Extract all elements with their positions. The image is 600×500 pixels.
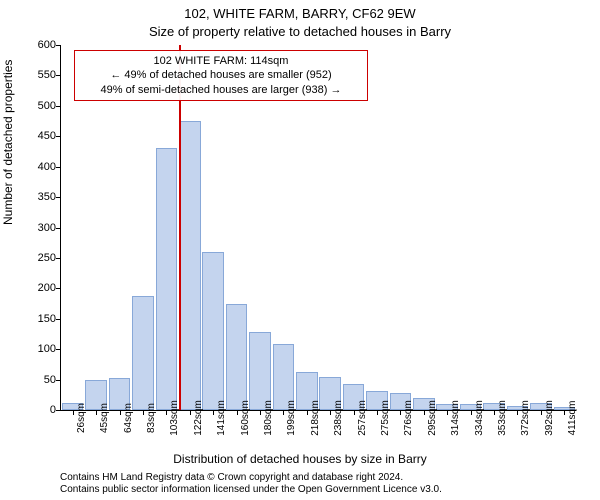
x-tick-mark xyxy=(73,410,74,415)
x-tick-label: 295sqm xyxy=(427,400,438,436)
x-tick-label: 26sqm xyxy=(76,403,87,433)
x-tick-mark xyxy=(564,410,565,415)
x-tick-label: 160sqm xyxy=(240,400,251,436)
x-tick-mark xyxy=(260,410,261,415)
x-axis-label: Distribution of detached houses by size … xyxy=(0,452,600,466)
x-tick-mark xyxy=(120,410,121,415)
histogram-bar xyxy=(156,148,178,410)
y-tick-label: 150 xyxy=(16,313,56,325)
x-tick-label: 180sqm xyxy=(263,400,274,436)
x-tick-label: 218sqm xyxy=(310,400,321,436)
x-tick-mark xyxy=(283,410,284,415)
x-tick-label: 64sqm xyxy=(123,403,134,433)
histogram-bar xyxy=(179,121,201,410)
y-tick-label: 550 xyxy=(16,69,56,81)
info-box-line: ← 49% of detached houses are smaller (95… xyxy=(81,68,361,82)
histogram-bar xyxy=(202,252,224,410)
x-tick-label: 372sqm xyxy=(520,400,531,436)
y-tick-label: 350 xyxy=(16,191,56,203)
info-box-line: 102 WHITE FARM: 114sqm xyxy=(81,54,361,68)
histogram-bar xyxy=(249,332,271,410)
x-tick-mark xyxy=(447,410,448,415)
y-tick-mark xyxy=(56,349,61,350)
x-tick-label: 257sqm xyxy=(357,400,368,436)
x-tick-mark xyxy=(471,410,472,415)
y-tick-label: 500 xyxy=(16,100,56,112)
info-box: 102 WHITE FARM: 114sqm← 49% of detached … xyxy=(74,50,368,101)
x-tick-label: 353sqm xyxy=(497,400,508,436)
x-tick-label: 199sqm xyxy=(286,400,297,436)
x-tick-mark xyxy=(494,410,495,415)
y-tick-mark xyxy=(56,380,61,381)
chart-title-sub: Size of property relative to detached ho… xyxy=(0,24,600,39)
chart-container: 102, WHITE FARM, BARRY, CF62 9EW Size of… xyxy=(0,0,600,500)
y-tick-mark xyxy=(56,45,61,46)
y-tick-mark xyxy=(56,258,61,259)
x-tick-label: 103sqm xyxy=(169,400,180,436)
y-tick-label: 600 xyxy=(16,39,56,51)
x-tick-mark xyxy=(377,410,378,415)
x-tick-label: 122sqm xyxy=(193,400,204,436)
x-tick-mark xyxy=(400,410,401,415)
y-tick-label: 0 xyxy=(16,404,56,416)
x-tick-mark xyxy=(354,410,355,415)
y-tick-mark xyxy=(56,75,61,76)
x-tick-mark xyxy=(307,410,308,415)
x-tick-label: 238sqm xyxy=(333,400,344,436)
y-tick-mark xyxy=(56,197,61,198)
y-tick-mark xyxy=(56,106,61,107)
x-tick-mark xyxy=(330,410,331,415)
x-tick-mark xyxy=(143,410,144,415)
x-tick-label: 334sqm xyxy=(474,400,485,436)
y-tick-mark xyxy=(56,319,61,320)
y-axis-label: Number of detached properties xyxy=(1,60,15,225)
y-tick-label: 400 xyxy=(16,161,56,173)
y-tick-mark xyxy=(56,410,61,411)
y-tick-label: 250 xyxy=(16,252,56,264)
info-box-line: 49% of semi-detached houses are larger (… xyxy=(81,83,361,97)
y-tick-label: 100 xyxy=(16,343,56,355)
x-tick-mark xyxy=(190,410,191,415)
histogram-bar xyxy=(226,304,248,410)
y-tick-label: 300 xyxy=(16,222,56,234)
x-tick-mark xyxy=(96,410,97,415)
y-tick-mark xyxy=(56,167,61,168)
x-tick-label: 141sqm xyxy=(216,400,227,436)
x-tick-label: 314sqm xyxy=(450,400,461,436)
caption-line-1: Contains HM Land Registry data © Crown c… xyxy=(60,472,580,484)
x-tick-label: 411sqm xyxy=(567,401,578,436)
histogram-bar xyxy=(132,296,154,410)
y-tick-label: 200 xyxy=(16,282,56,294)
chart-title-main: 102, WHITE FARM, BARRY, CF62 9EW xyxy=(0,6,600,21)
x-tick-mark xyxy=(237,410,238,415)
x-tick-label: 276sqm xyxy=(403,400,414,436)
y-tick-mark xyxy=(56,136,61,137)
y-tick-mark xyxy=(56,288,61,289)
y-tick-label: 450 xyxy=(16,130,56,142)
caption-line-2: Contains public sector information licen… xyxy=(60,484,580,496)
x-tick-mark xyxy=(541,410,542,415)
x-tick-label: 45sqm xyxy=(99,403,110,433)
x-tick-label: 275sqm xyxy=(380,400,391,436)
y-tick-mark xyxy=(56,228,61,229)
x-tick-mark xyxy=(424,410,425,415)
y-tick-label: 50 xyxy=(16,374,56,386)
x-tick-label: 83sqm xyxy=(146,403,157,433)
x-tick-label: 392sqm xyxy=(544,400,555,436)
x-tick-mark xyxy=(517,410,518,415)
x-tick-mark xyxy=(166,410,167,415)
x-tick-mark xyxy=(213,410,214,415)
